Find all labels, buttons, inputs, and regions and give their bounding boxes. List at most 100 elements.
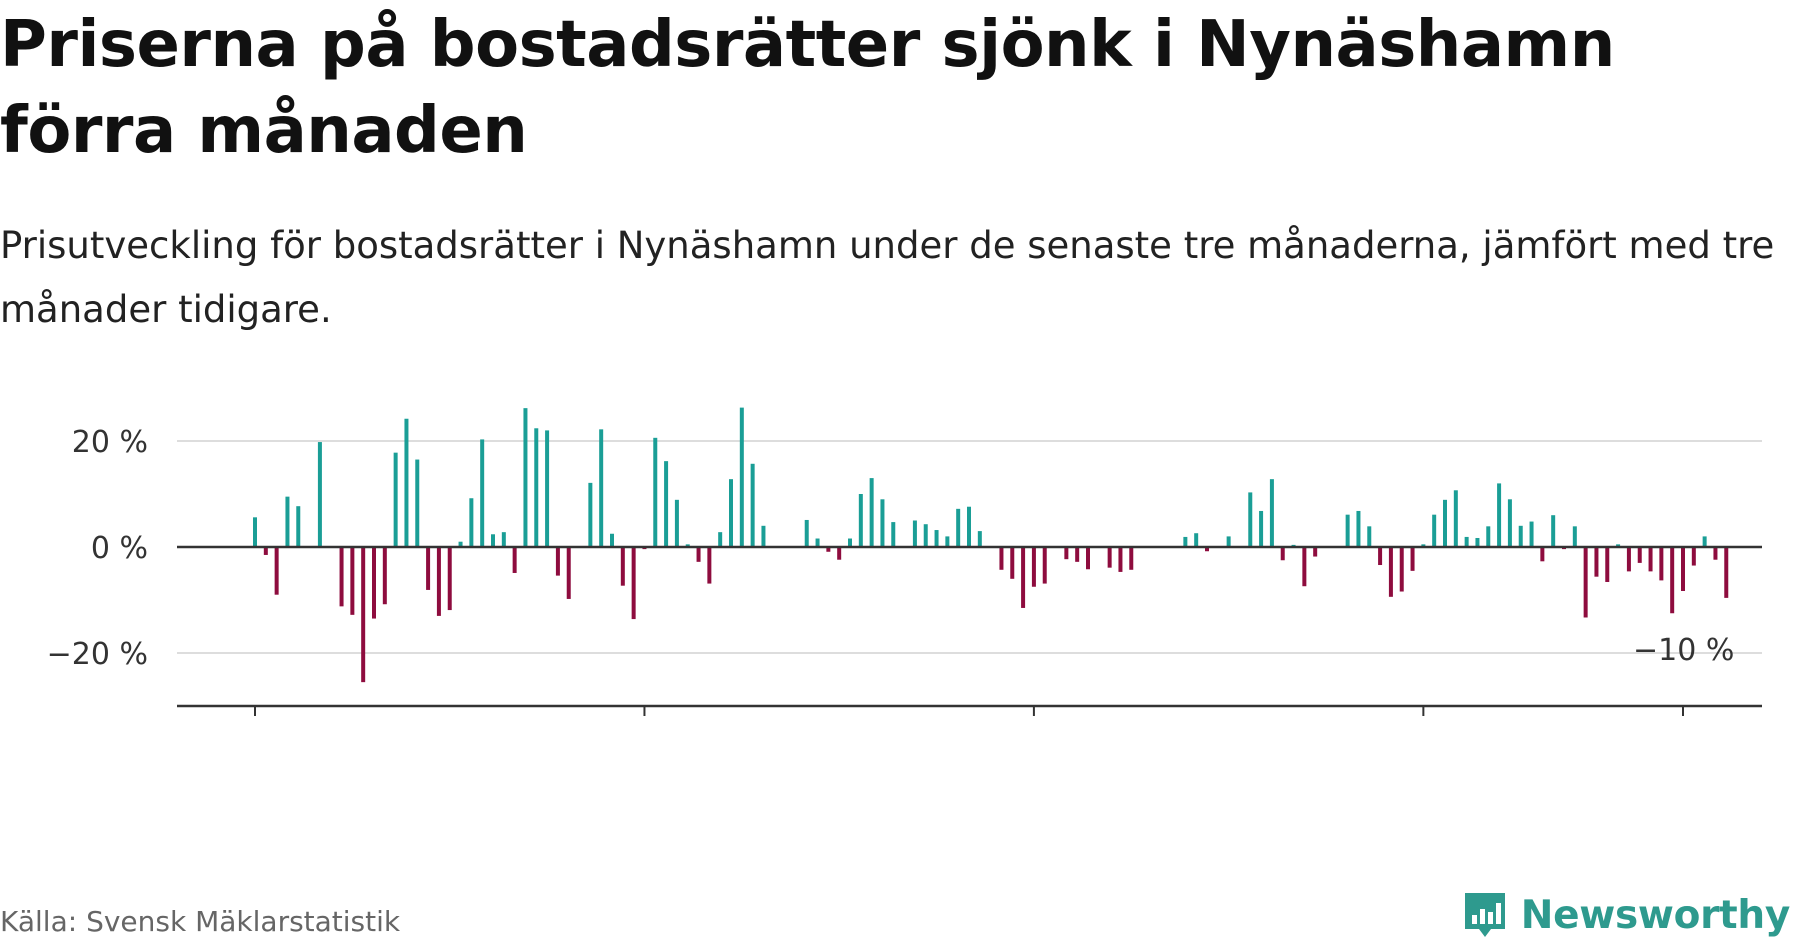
bar — [610, 533, 614, 547]
bar — [664, 461, 669, 547]
bar — [263, 547, 268, 555]
bar — [1616, 544, 1621, 547]
bar — [491, 534, 495, 547]
bar — [1432, 514, 1437, 547]
bar — [739, 407, 744, 547]
bar — [1259, 510, 1264, 547]
bar — [718, 532, 723, 547]
bar — [382, 547, 387, 605]
brand-name: Newsworthy — [1520, 892, 1791, 938]
bar — [761, 525, 766, 547]
bar-chart-speech-bubble-icon — [1464, 893, 1505, 937]
bar — [729, 479, 733, 547]
bar — [1648, 547, 1653, 572]
y-tick-label: 0 % — [91, 531, 148, 566]
bar — [253, 517, 257, 547]
bar — [1702, 536, 1707, 547]
bar — [361, 547, 366, 683]
bar — [296, 506, 301, 547]
bar — [458, 541, 463, 547]
bar — [1118, 547, 1123, 572]
bar — [1107, 547, 1112, 568]
bar — [1086, 547, 1090, 570]
bar — [1042, 547, 1047, 584]
bar — [1183, 536, 1188, 547]
chart-subtitle: Prisutveckling för bostadsrätter i Nynäs… — [0, 224, 1775, 331]
chart-title: Priserna på bostadsrätter sjönk i Nynäsh… — [0, 8, 1615, 168]
bar — [1031, 547, 1036, 587]
bar — [436, 547, 441, 616]
bar — [404, 418, 409, 547]
brand-logo: Newsworthy — [1461, 885, 1790, 945]
bar — [685, 544, 690, 547]
bar — [1313, 547, 1318, 557]
bar — [815, 538, 820, 547]
y-tick-label: 20 % — [72, 425, 148, 460]
bar — [350, 547, 355, 615]
bar — [339, 547, 344, 607]
bar — [858, 494, 863, 547]
bar — [1486, 526, 1491, 547]
axes — [177, 545, 1762, 716]
bar — [750, 463, 755, 547]
bar — [415, 459, 420, 547]
bar — [317, 442, 322, 547]
bar — [1626, 547, 1631, 572]
bar — [1572, 526, 1577, 547]
bar — [1388, 547, 1393, 597]
bar — [1518, 525, 1523, 547]
bar — [599, 429, 604, 547]
bar — [912, 520, 917, 547]
annotation-label: −10 % — [1633, 633, 1734, 668]
bar — [1713, 547, 1718, 560]
bar — [372, 547, 376, 619]
grid-lines — [177, 440, 1762, 654]
bar — [1605, 547, 1610, 582]
bar — [566, 547, 571, 599]
bar — [501, 532, 506, 547]
bar — [1670, 547, 1675, 614]
bar — [1681, 547, 1685, 591]
bar — [891, 522, 896, 547]
bar — [999, 547, 1004, 570]
bars — [253, 407, 1729, 683]
bar — [1475, 537, 1480, 547]
bar — [1021, 547, 1026, 608]
bar — [1410, 547, 1415, 571]
bar — [826, 547, 831, 552]
bar — [512, 547, 517, 573]
bar — [480, 439, 485, 547]
bar — [1010, 547, 1015, 579]
bar — [631, 547, 636, 620]
bar — [1594, 547, 1599, 577]
bar — [707, 547, 712, 584]
bar — [426, 547, 431, 590]
bar — [696, 547, 701, 562]
bar — [1583, 547, 1588, 618]
bar — [1497, 483, 1502, 547]
bar — [1724, 547, 1729, 598]
bar — [1129, 547, 1134, 570]
bar — [1691, 547, 1696, 566]
bar — [977, 531, 982, 547]
bar — [1205, 547, 1209, 552]
bar — [393, 452, 398, 547]
bar — [523, 408, 528, 547]
bar — [1345, 514, 1350, 547]
y-tick-label: −20 % — [47, 637, 148, 672]
source-note: Källa: Svensk Mäklarstatistik — [0, 905, 401, 938]
bar — [1529, 521, 1534, 547]
bar — [923, 524, 928, 547]
bar — [545, 430, 550, 547]
bar — [1507, 499, 1512, 547]
bar — [653, 437, 658, 547]
bar — [1659, 547, 1664, 581]
bar — [674, 499, 679, 547]
bar — [1399, 547, 1404, 592]
bar — [1453, 490, 1458, 547]
bar — [837, 547, 842, 560]
bar — [1194, 533, 1199, 547]
bar — [869, 478, 874, 547]
bar — [1269, 479, 1274, 547]
bar — [274, 547, 279, 595]
